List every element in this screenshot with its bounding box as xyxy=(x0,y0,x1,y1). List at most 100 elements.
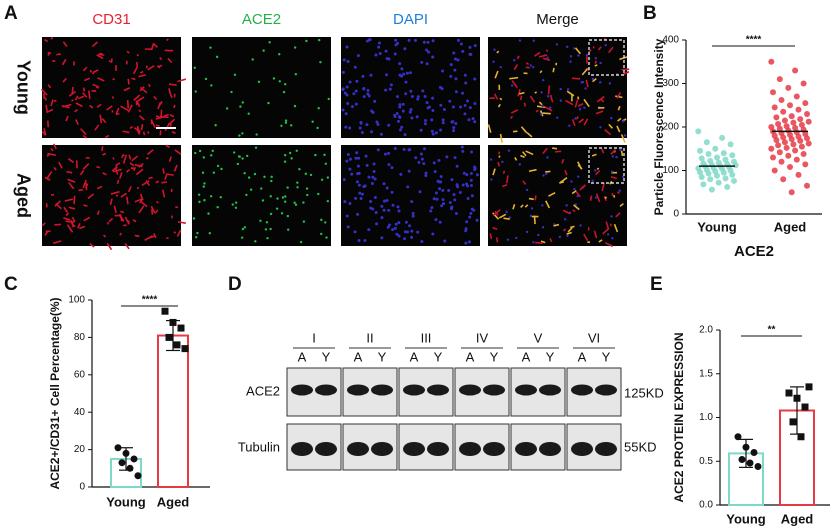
cell xyxy=(192,217,196,220)
vessel xyxy=(46,154,50,157)
cell xyxy=(423,94,427,98)
cell xyxy=(350,172,354,176)
vessel xyxy=(549,237,553,243)
vessel xyxy=(153,95,158,101)
cell xyxy=(518,39,522,42)
data-point xyxy=(790,119,797,126)
cell xyxy=(419,152,423,156)
cell xyxy=(577,54,580,57)
cell xyxy=(395,232,399,236)
cell xyxy=(251,58,254,61)
cell xyxy=(220,167,223,171)
micrograph xyxy=(192,145,331,246)
vessel xyxy=(519,95,523,101)
data-point xyxy=(720,150,727,157)
vessel xyxy=(495,237,499,243)
cell xyxy=(387,151,391,155)
cell xyxy=(362,185,366,189)
cell xyxy=(610,116,613,120)
x-tick-label: Aged xyxy=(774,219,807,234)
cell xyxy=(420,157,424,161)
vessel xyxy=(497,103,501,108)
vessel xyxy=(615,212,621,218)
vessel xyxy=(63,217,71,221)
column-header: CD31 xyxy=(92,11,130,28)
vessel xyxy=(131,77,136,81)
vessel xyxy=(104,134,110,139)
cell xyxy=(454,90,458,94)
vessel xyxy=(75,119,79,125)
cell xyxy=(366,88,370,92)
cell xyxy=(388,87,392,91)
cell xyxy=(367,228,371,232)
data-point xyxy=(793,93,800,100)
cell xyxy=(573,47,576,50)
cell xyxy=(363,238,367,242)
y-tick-label: 100 xyxy=(68,295,85,306)
cell xyxy=(346,152,350,156)
cell xyxy=(426,40,430,44)
cell xyxy=(577,175,580,178)
cell xyxy=(565,204,568,207)
vessel xyxy=(106,221,110,225)
cell xyxy=(370,181,374,185)
cell xyxy=(387,123,391,127)
cell xyxy=(576,194,579,198)
vessel xyxy=(148,83,151,88)
cell xyxy=(241,227,245,231)
x-tick-label: Young xyxy=(106,494,146,509)
cell xyxy=(461,91,465,95)
vessel xyxy=(492,226,498,231)
cell xyxy=(385,198,389,202)
cell xyxy=(532,39,536,42)
cell xyxy=(203,182,206,185)
size-label: 125KD xyxy=(624,385,664,400)
row-label: ACE2 xyxy=(246,383,280,398)
cell xyxy=(425,62,429,66)
vessel xyxy=(542,57,551,62)
vessel xyxy=(66,170,73,174)
column-header: ACE2 xyxy=(242,11,281,28)
data-point xyxy=(719,134,726,141)
vessel xyxy=(592,78,597,83)
cell xyxy=(423,122,427,126)
cell xyxy=(254,146,258,149)
cell xyxy=(404,80,408,84)
data-point xyxy=(695,128,702,135)
cell xyxy=(452,51,456,55)
cell xyxy=(441,121,445,125)
cell xyxy=(525,230,529,234)
cell xyxy=(434,131,438,135)
cell xyxy=(463,104,467,108)
cell xyxy=(471,117,475,121)
cell xyxy=(400,67,404,71)
vessel xyxy=(122,130,130,134)
cell xyxy=(354,156,358,160)
cell xyxy=(320,232,323,236)
cell xyxy=(594,56,597,60)
cell xyxy=(407,38,411,42)
cell xyxy=(469,211,473,215)
data-point xyxy=(773,114,780,121)
cell xyxy=(427,50,431,54)
cell xyxy=(382,199,386,203)
cell xyxy=(442,202,446,206)
vessel xyxy=(517,89,521,97)
y-tick-label: 0 xyxy=(79,482,85,493)
vessel xyxy=(55,202,62,210)
cell xyxy=(441,188,445,192)
cell xyxy=(518,163,521,166)
vessel xyxy=(44,97,48,101)
vessel xyxy=(621,68,630,71)
cell xyxy=(354,102,358,106)
vessel xyxy=(127,78,130,85)
cell xyxy=(465,182,469,186)
cell xyxy=(239,105,242,108)
cell xyxy=(202,156,206,159)
data-point xyxy=(173,341,181,349)
cell xyxy=(398,115,402,119)
cell xyxy=(364,154,368,158)
vessel xyxy=(47,152,56,156)
y-axis-label: ACE2 PROTEIN EXPRESSION xyxy=(672,332,686,502)
cell xyxy=(453,156,457,160)
